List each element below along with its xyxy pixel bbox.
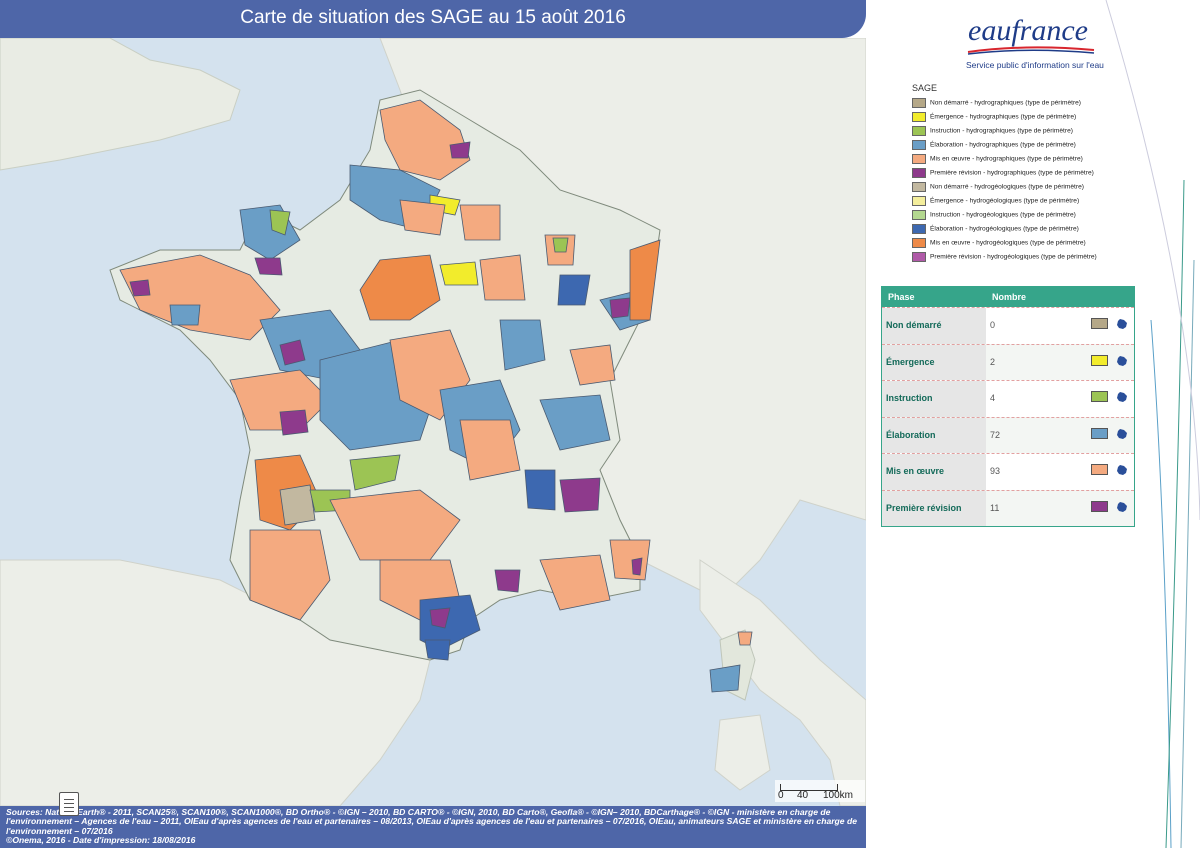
phase-label: Émergence — [886, 356, 935, 367]
phase-count: 0 — [990, 320, 996, 330]
legend-swatch — [912, 196, 926, 206]
legend-item: Mis en œuvre - hydrographiques (type de … — [912, 154, 1083, 165]
zoom-france-icon[interactable] — [1116, 391, 1128, 403]
legend-item: Élaboration - hydrogéologiques (type de … — [912, 224, 1079, 235]
legend-label: Élaboration - hydrogéologiques (type de … — [930, 225, 1079, 233]
legend-label: Mis en œuvre - hydrographiques (type de … — [930, 155, 1083, 163]
title-band — [0, 0, 866, 38]
scale-label-40: 40 — [797, 790, 809, 801]
phase-swatch — [1091, 464, 1108, 475]
page-title: Carte de situation des SAGE au 15 août 2… — [240, 7, 626, 28]
legend-label: Première révision - hydrographiques (typ… — [930, 169, 1094, 177]
legend-item: Émergence - hydrographiques (type de pér… — [912, 112, 1076, 123]
sources-line-2: l'environnement – Agences de l'eau – 201… — [6, 816, 858, 827]
legend-swatch — [912, 98, 926, 108]
sources-line-4: ©Onema, 2016 - Date d'impression: 18/08/… — [6, 835, 196, 846]
logo-subtitle: Service public d'information sur l'eau — [966, 60, 1104, 70]
phase-label: Non démarré — [886, 320, 942, 330]
table-row[interactable]: Première révision 11 — [882, 489, 1134, 526]
legend-swatch — [912, 154, 926, 164]
logo-swoosh-icon — [967, 46, 1095, 55]
zoom-france-icon[interactable] — [1116, 355, 1128, 367]
legend-swatch — [912, 238, 926, 248]
map-view[interactable] — [0, 0, 866, 806]
sources-line-1: Sources: Natural Earth® - 2011, SCAN25®,… — [6, 807, 831, 817]
table-header: Phase Nombre — [882, 287, 1134, 307]
phase-count: 2 — [990, 356, 996, 367]
legend-item: Mis en œuvre - hydrogéologiques (type de… — [912, 238, 1086, 249]
zoom-france-icon[interactable] — [1116, 318, 1128, 330]
phase-count: 4 — [990, 393, 996, 403]
scale-label-0: 0 — [778, 790, 784, 801]
phase-swatch — [1091, 500, 1108, 512]
legend-item: Première révision - hydrogéologiques (ty… — [912, 252, 1097, 263]
legend-item: Non démarré - hydrographiques (type de p… — [912, 98, 1081, 109]
table-row[interactable]: Mis en œuvre 93 — [882, 453, 1134, 490]
legend-swatch — [912, 140, 926, 150]
legend-item: Émergence - hydrogéologiques (type de pé… — [912, 196, 1079, 207]
legend-label: Instruction - hydrographiques (type de p… — [930, 127, 1073, 135]
phase-count: 11 — [990, 502, 1000, 513]
phase-swatch — [1091, 391, 1108, 402]
legend-item: Non démarré - hydrogéologiques (type de … — [912, 182, 1084, 193]
eaufrance-logo: eaufrance — [968, 14, 1088, 47]
zoom-france-icon[interactable] — [1116, 501, 1128, 513]
decorative-lines — [1105, 0, 1200, 848]
legend-label: Non démarré - hydrographiques (type de p… — [930, 99, 1081, 107]
legend-label: Émergence - hydrogéologiques (type de pé… — [930, 197, 1080, 205]
table-row[interactable]: Élaboration 72 — [882, 416, 1134, 453]
side-panel: eaufrance Service public d'information s… — [866, 0, 1200, 848]
phase-column-header[interactable]: Phase — [888, 292, 915, 302]
legend-swatch — [912, 210, 926, 220]
legend-label: Émergence - hydrographiques (type de pér… — [930, 113, 1077, 121]
legend-swatch — [912, 168, 926, 178]
scale-bar: 0 40 100km — [775, 780, 865, 802]
legend-swatch — [912, 224, 926, 234]
phase-label: Instruction — [886, 393, 933, 403]
legend-swatch — [912, 182, 926, 192]
zoom-france-icon[interactable] — [1116, 464, 1128, 476]
legend-item: Élaboration - hydrographiques (type de p… — [912, 140, 1076, 151]
phase-label: Mis en œuvre — [886, 466, 945, 476]
legend-item: Instruction - hydrographiques (type de p… — [912, 126, 1073, 137]
zoom-france-icon[interactable] — [1116, 428, 1128, 440]
phase-label: Première révision — [886, 502, 962, 513]
phase-swatch — [1091, 427, 1108, 439]
legend-label: Élaboration - hydrographiques (type de p… — [930, 141, 1076, 149]
legend-label: Première révision - hydrogéologiques (ty… — [930, 253, 1097, 261]
phase-swatch — [1091, 354, 1108, 366]
phase-table: Phase Nombre Non démarré 0 Émergence 2 I… — [881, 286, 1135, 527]
table-row[interactable]: Émergence 2 — [882, 343, 1134, 380]
sources-line-3: l'environnement – 07/2016 — [6, 825, 113, 836]
phase-count: 93 — [990, 466, 1001, 476]
legend-label: Instruction - hydrogéologiques (type de … — [930, 211, 1076, 219]
legend-swatch — [912, 112, 926, 122]
phase-label: Élaboration — [886, 429, 936, 440]
legend-label: Non démarré - hydrogéologiques (type de … — [930, 183, 1084, 191]
phase-swatch — [1091, 318, 1108, 329]
sources-footer: Sources: Natural Earth® - 2011, SCAN25®,… — [0, 806, 866, 848]
legend-title: SAGE — [912, 83, 938, 93]
legend-swatch — [912, 252, 926, 262]
legend-swatch — [912, 126, 926, 136]
table-row[interactable]: Instruction 4 — [882, 380, 1134, 417]
legend-item: Instruction - hydrogéologiques (type de … — [912, 210, 1076, 221]
map-canvas[interactable] — [0, 0, 866, 806]
document-icon[interactable] — [59, 792, 79, 816]
legend-label: Mis en œuvre - hydrogéologiques (type de… — [930, 239, 1086, 247]
count-column-header[interactable]: Nombre — [992, 292, 1027, 302]
title-banner: Carte de situation des SAGE au 15 août 2… — [0, 0, 866, 38]
scale-label-100: 100km — [823, 790, 854, 801]
legend-item: Première révision - hydrographiques (typ… — [912, 168, 1094, 179]
scale-ruler — [780, 784, 838, 791]
phase-count: 72 — [990, 429, 1001, 440]
table-row[interactable]: Non démarré 0 — [882, 307, 1134, 344]
